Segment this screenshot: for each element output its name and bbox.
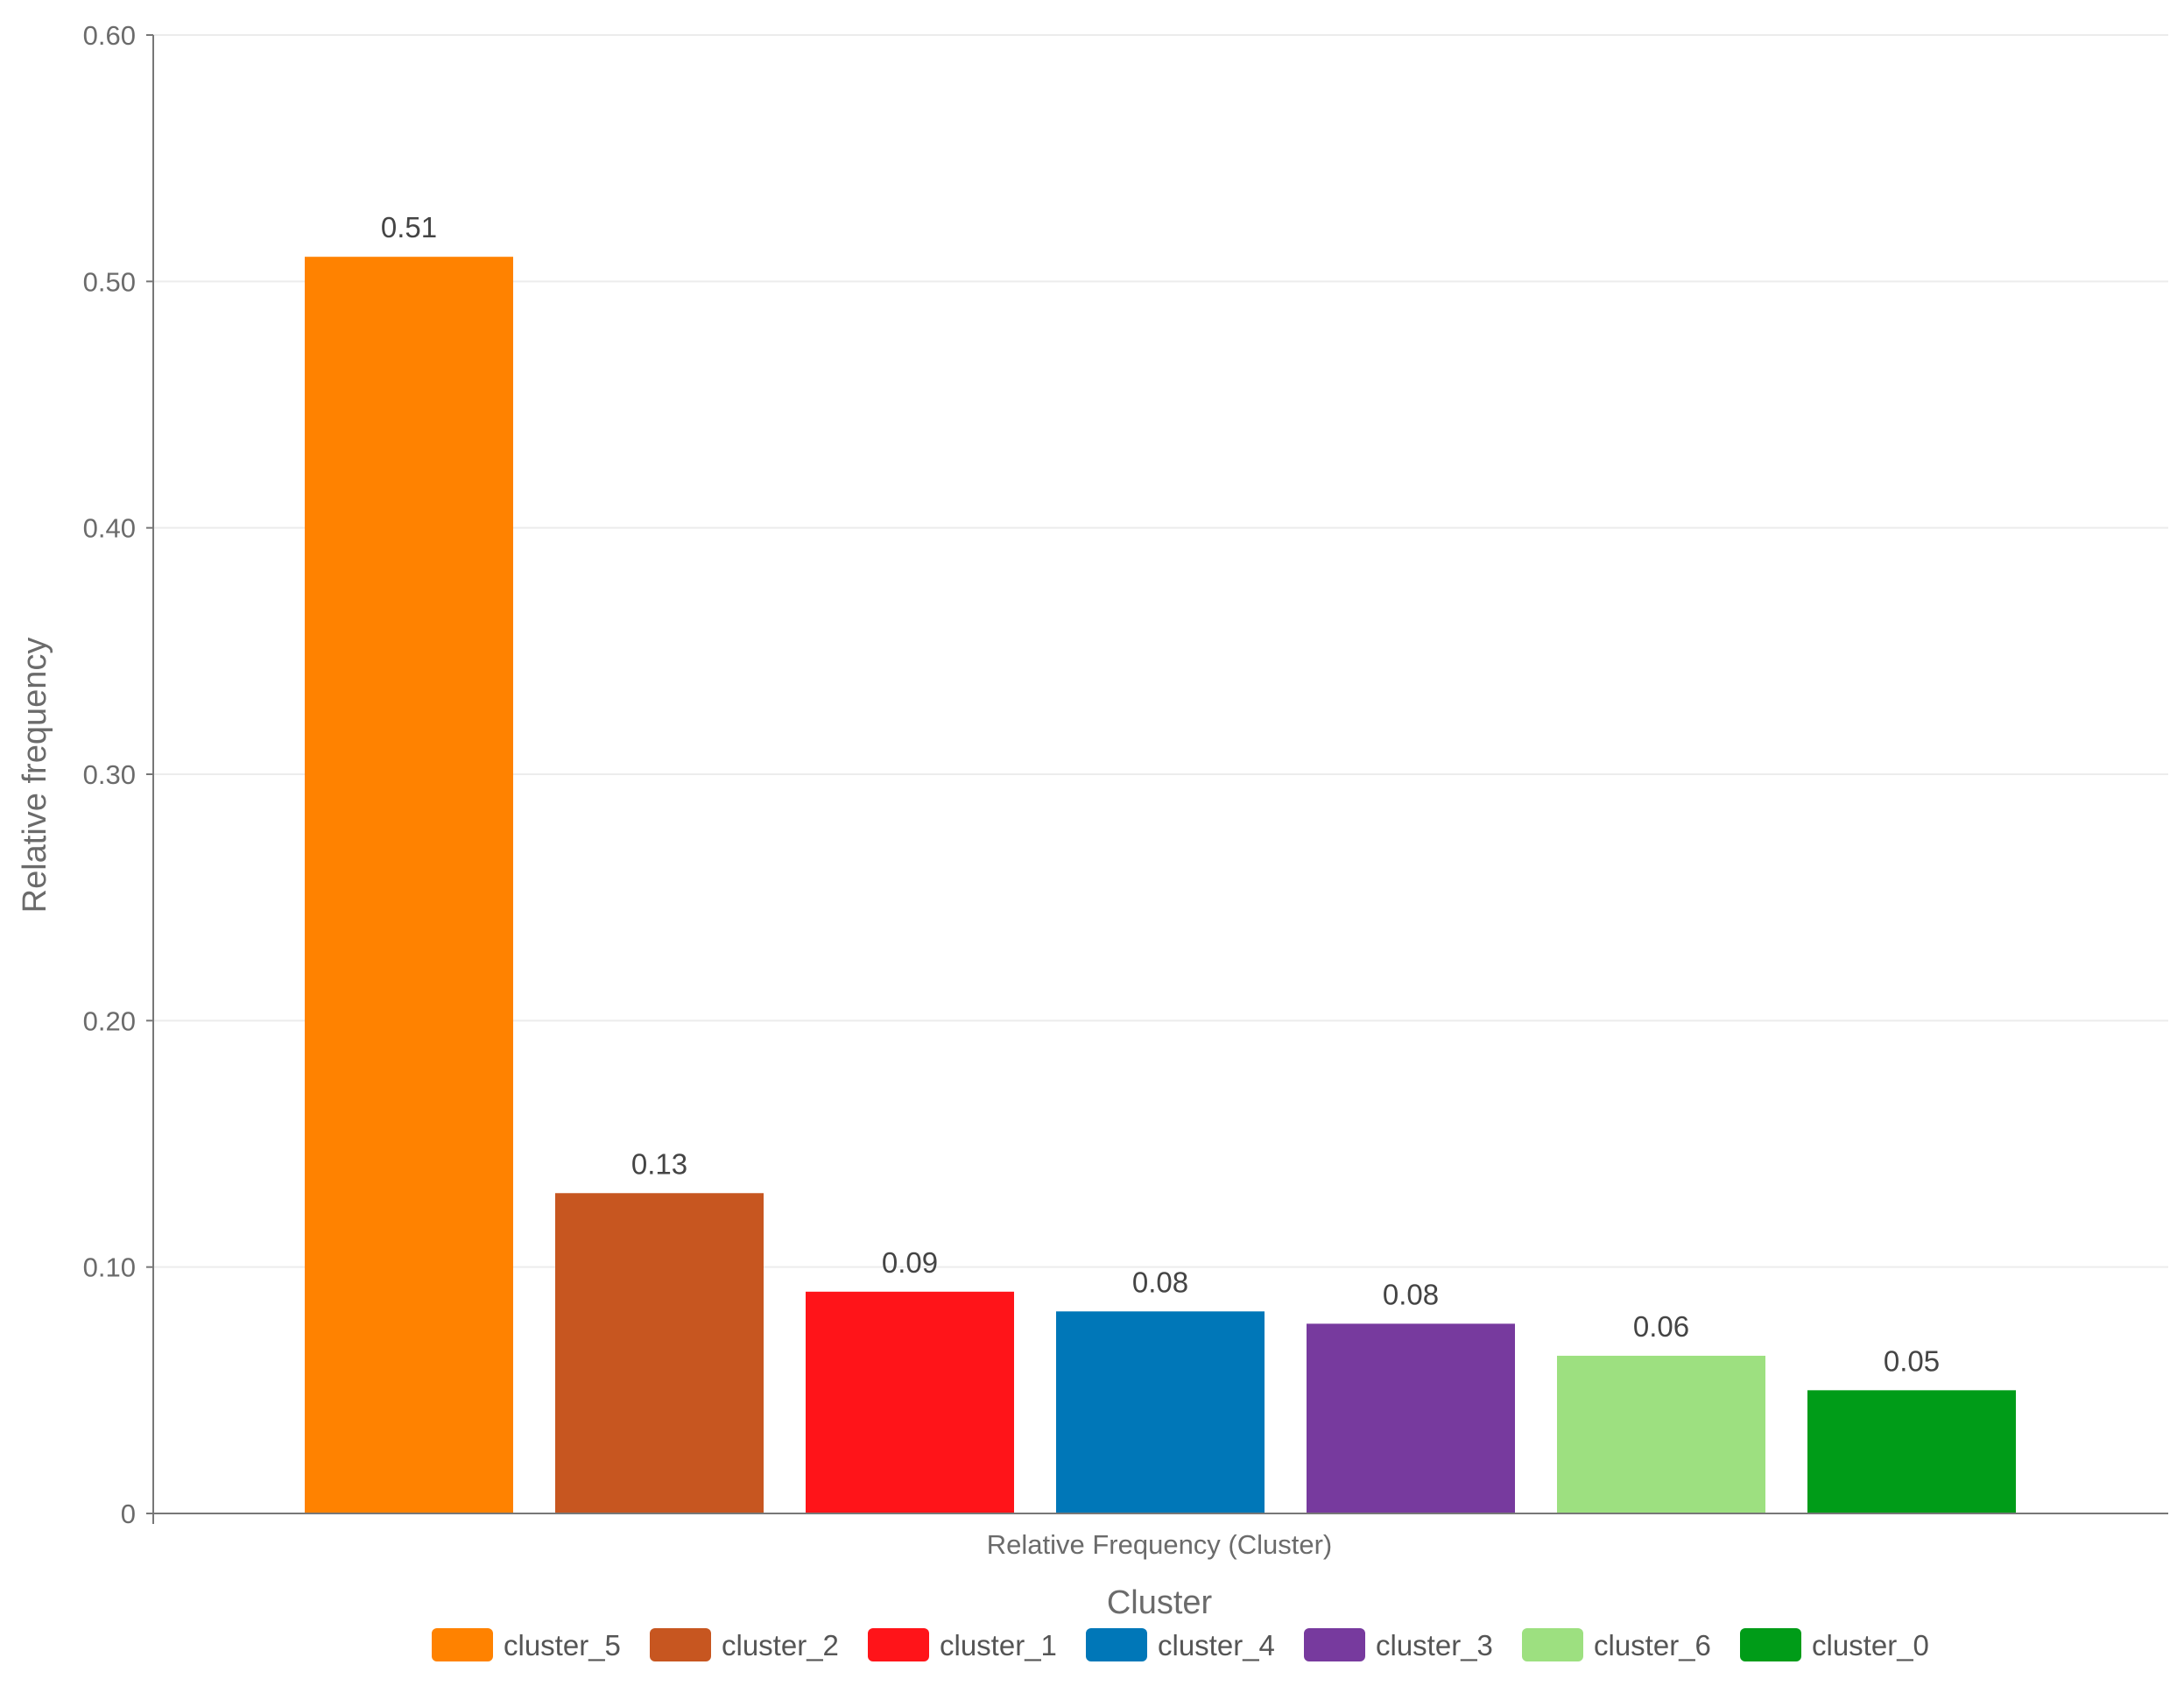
legend: cluster_5 cluster_2 cluster_1 cluster_4 clus… [432, 1628, 1929, 1661]
y-tick-label: 0 [121, 1499, 136, 1529]
bar-cluster_1 [806, 1291, 1014, 1513]
y-tick-label: 0.50 [83, 266, 136, 297]
data-label-cluster_6: 0.06 [1633, 1310, 1689, 1343]
axes [152, 35, 2168, 1524]
legend-swatch-cluster_3 [1304, 1628, 1365, 1661]
data-labels: 0.51 0.13 0.09 0.08 0.08 0.06 0.05 [381, 211, 1940, 1377]
legend-swatch-cluster_0 [1740, 1628, 1801, 1661]
y-tick-label: 0.20 [83, 1005, 136, 1036]
legend-label-cluster_4: cluster_4 [1158, 1629, 1275, 1661]
x-axis-title: Relative Frequency (Cluster) [987, 1529, 1333, 1560]
legend-swatch-cluster_5 [432, 1628, 493, 1661]
bar-cluster_5 [305, 257, 513, 1514]
legend-label-cluster_1: cluster_1 [940, 1629, 1057, 1661]
bar-cluster_3 [1307, 1323, 1515, 1513]
y-tick-label: 0.10 [83, 1252, 136, 1283]
legend-swatch-cluster_4 [1086, 1628, 1147, 1661]
legend-label-cluster_2: cluster_2 [722, 1629, 839, 1661]
legend-title: Cluster [1107, 1584, 1213, 1621]
y-axis-ticks: 0 0.10 0.20 0.30 0.40 0.50 0.60 [83, 20, 153, 1529]
data-label-cluster_4: 0.08 [1132, 1266, 1188, 1298]
legend-label-cluster_3: cluster_3 [1376, 1629, 1493, 1661]
y-axis-title: Relative frequency [17, 638, 53, 914]
legend-swatch-cluster_2 [650, 1628, 711, 1661]
bars [305, 257, 2016, 1514]
data-label-cluster_1: 0.09 [882, 1246, 938, 1279]
legend-label-cluster_6: cluster_6 [1594, 1629, 1711, 1661]
bar-cluster_6 [1557, 1355, 1765, 1513]
y-tick-label: 0.40 [83, 513, 136, 544]
data-label-cluster_3: 0.08 [1383, 1278, 1439, 1310]
y-tick-label: 0.30 [83, 759, 136, 790]
legend-swatch-cluster_6 [1522, 1628, 1583, 1661]
data-label-cluster_2: 0.13 [631, 1147, 687, 1180]
bar-cluster_0 [1807, 1390, 2016, 1513]
legend-label-cluster_0: cluster_0 [1812, 1629, 1929, 1661]
bar-cluster_4 [1056, 1311, 1265, 1513]
data-label-cluster_5: 0.51 [381, 211, 437, 243]
legend-swatch-cluster_1 [868, 1628, 929, 1661]
legend-label-cluster_5: cluster_5 [504, 1629, 621, 1661]
data-label-cluster_0: 0.05 [1884, 1344, 1940, 1377]
bar-cluster_2 [555, 1193, 764, 1513]
y-tick-label: 0.60 [83, 20, 136, 51]
